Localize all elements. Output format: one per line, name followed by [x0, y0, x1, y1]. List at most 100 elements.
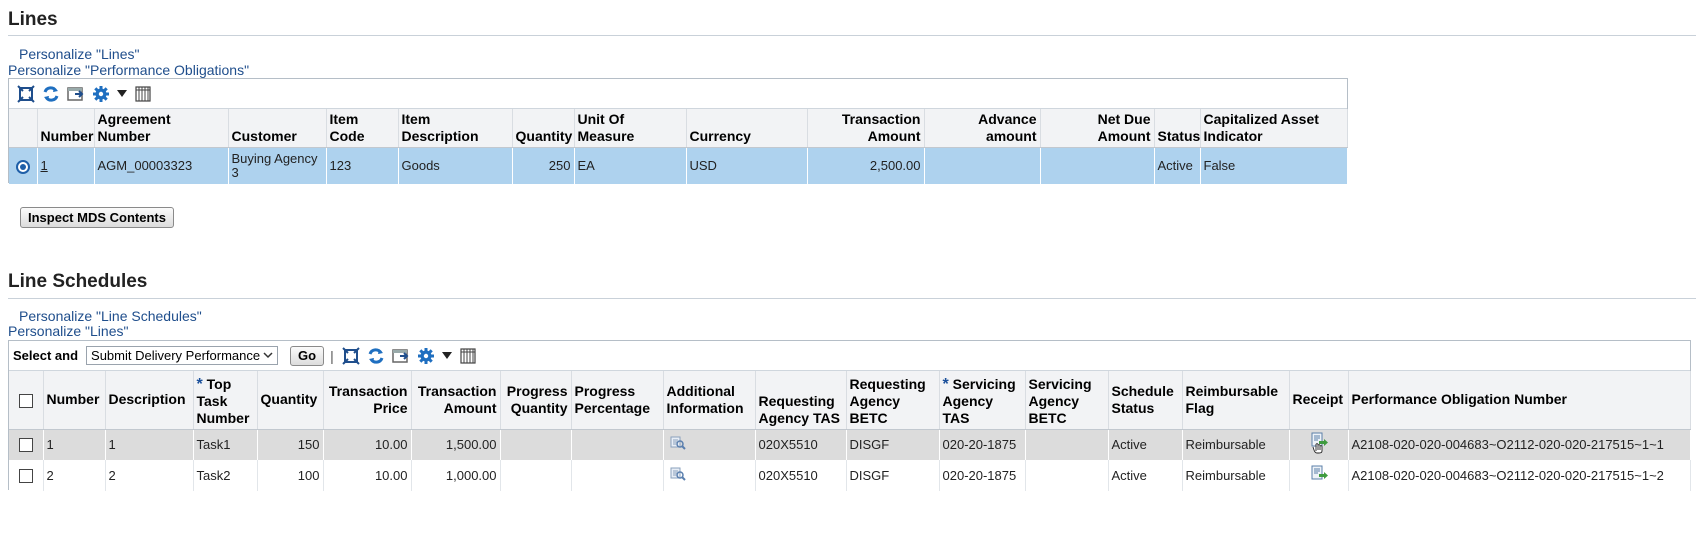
row-checkbox-cell[interactable] [9, 460, 44, 491]
select-all-checkbox[interactable] [18, 393, 33, 408]
line-schedules-header-row: Number Description * Top Task Number Qua… [9, 371, 1691, 430]
servicing-agency-betc [1025, 429, 1109, 460]
inspect-mds-contents-button[interactable]: Inspect MDS Contents [20, 207, 174, 228]
schedules-header-performance-obligation-number[interactable]: Performance Obligation Number [1348, 371, 1691, 430]
detach-icon[interactable] [15, 83, 37, 105]
settings-gear-icon[interactable] [415, 345, 437, 367]
row-select-radio[interactable] [9, 147, 38, 184]
lines-table: Number Agreement Number Customer Item Co… [9, 109, 1348, 184]
progress-percentage[interactable] [571, 460, 664, 491]
settings-gear-icon[interactable] [90, 83, 112, 105]
schedule-number: 1 [43, 429, 106, 460]
select-all-checkbox-header[interactable] [9, 371, 44, 430]
schedules-header-receipt[interactable]: Receipt [1289, 371, 1349, 430]
lines-header-item-description[interactable]: Item Description [398, 109, 513, 148]
table-row[interactable]: 1 1 Task1 150 10.00 1,500.00 020X5510 DI… [9, 429, 1691, 460]
lines-header-status[interactable]: Status [1154, 109, 1201, 148]
lines-header-advance-amount[interactable]: Advance amount [924, 109, 1041, 148]
currency: USD [686, 147, 808, 184]
schedules-header-progress-quantity[interactable]: Progress Quantity [500, 371, 572, 430]
schedules-header-servicing-agency-tas[interactable]: * Servicing Agency TAS [939, 371, 1026, 430]
row-checkbox-cell[interactable] [9, 429, 44, 460]
column-freeze-icon[interactable] [457, 345, 479, 367]
row-checkbox[interactable] [18, 438, 33, 453]
schedule-number: 2 [43, 460, 106, 491]
schedules-header-servicing-agency-betc[interactable]: Servicing Agency BETC [1025, 371, 1109, 430]
lines-table-header-row: Number Agreement Number Customer Item Co… [9, 109, 1348, 148]
reimbursable-flag: Reimbursable [1182, 460, 1290, 491]
schedules-header-top-task-number[interactable]: * Top Task Number [193, 371, 258, 430]
lines-header-customer[interactable]: Customer [228, 109, 327, 148]
progress-percentage[interactable] [571, 429, 664, 460]
schedule-status: Active [1108, 460, 1183, 491]
schedules-header-progress-percentage[interactable]: Progress Percentage [571, 371, 664, 430]
personalize-lines-link[interactable]: Personalize "Lines" [19, 46, 140, 62]
table-row[interactable]: 2 2 Task2 100 10.00 1,000.00 020X5510 DI… [9, 460, 1691, 491]
additional-info-search-icon[interactable] [670, 436, 686, 454]
schedules-header-number[interactable]: Number [43, 371, 106, 430]
column-freeze-icon[interactable] [132, 83, 154, 105]
lines-section-title: Lines [8, 9, 58, 30]
select-and-label: Select and [13, 348, 79, 363]
reimbursable-flag: Reimbursable [1182, 429, 1290, 460]
lines-header-transaction-amount[interactable]: Transaction Amount [807, 109, 925, 148]
schedules-header-transaction-amount[interactable]: Transaction Amount [411, 371, 501, 430]
personalize-lines-link-2[interactable]: Personalize "Lines" [8, 323, 129, 339]
lines-header-quantity[interactable]: Quantity [512, 109, 575, 148]
transaction-amount: 1,500.00 [411, 429, 501, 460]
refresh-icon[interactable] [365, 345, 387, 367]
performance-obligation-number: A2108-020-020-004683~O2112-020-020-21751… [1348, 460, 1691, 491]
schedules-header-requesting-agency-betc[interactable]: Requesting Agency BETC [846, 371, 940, 430]
schedule-quantity: 150 [257, 429, 324, 460]
schedules-header-transaction-price[interactable]: Transaction Price [323, 371, 412, 430]
schedules-header-schedule-status[interactable]: Schedule Status [1108, 371, 1183, 430]
receipt-cell[interactable] [1289, 429, 1349, 460]
line-schedules-table: Number Description * Top Task Number Qua… [9, 371, 1691, 491]
schedules-header-quantity[interactable]: Quantity [257, 371, 324, 430]
receipt-icon[interactable] [1309, 465, 1329, 487]
schedules-header-reimbursable-flag[interactable]: Reimbursable Flag [1182, 371, 1290, 430]
table-row[interactable]: 1 AGM_00003323 Buying Agency 3 123 Goods… [9, 147, 1348, 184]
unit-of-measure: EA [574, 147, 687, 184]
chevron-down-icon [263, 352, 273, 359]
schedules-header-additional-information[interactable]: Additional Information [663, 371, 756, 430]
go-button[interactable]: Go [290, 345, 325, 366]
export-icon[interactable] [65, 83, 87, 105]
lines-table-container: Number Agreement Number Customer Item Co… [8, 78, 1348, 184]
personalize-line-schedules-link[interactable]: Personalize "Line Schedules" [19, 308, 202, 324]
line-number[interactable]: 1 [37, 147, 95, 184]
lines-header-agreement-number[interactable]: Agreement Number [94, 109, 229, 148]
receipt-cell[interactable] [1289, 460, 1349, 491]
line-schedules-table-container: Select and Submit Delivery Performance G… [8, 340, 1691, 491]
radio-selected-icon[interactable] [15, 159, 30, 174]
lines-header-number[interactable]: Number [37, 109, 95, 148]
row-checkbox[interactable] [18, 469, 33, 484]
line-schedules-section-divider [8, 298, 1696, 299]
servicing-agency-tas-label: Servicing Agency TAS [942, 375, 1016, 426]
required-marker: * [196, 375, 203, 393]
export-icon[interactable] [390, 345, 412, 367]
additional-information-cell[interactable] [663, 460, 756, 491]
lines-header-capitalized-asset-indicator[interactable]: Capitalized Asset Indicator [1200, 109, 1348, 148]
transaction-amount: 1,000.00 [411, 460, 501, 491]
detach-icon[interactable] [340, 345, 362, 367]
progress-quantity[interactable] [500, 460, 572, 491]
additional-info-search-icon[interactable] [670, 467, 686, 485]
performance-obligation-number: A2108-020-020-004683~O2112-020-020-21751… [1348, 429, 1691, 460]
personalize-performance-obligations-link[interactable]: Personalize "Performance Obligations" [8, 62, 250, 78]
lines-header-unit-of-measure[interactable]: Unit Of Measure [574, 109, 687, 148]
lines-header-net-due-amount[interactable]: Net Due Amount [1040, 109, 1155, 148]
progress-quantity[interactable] [500, 429, 572, 460]
lines-header-item-code[interactable]: Item Code [326, 109, 399, 148]
action-select[interactable]: Submit Delivery Performance [86, 346, 279, 365]
item-code: 123 [326, 147, 399, 184]
additional-information-cell[interactable] [663, 429, 756, 460]
schedules-header-requesting-agency-tas[interactable]: Requesting Agency TAS [755, 371, 847, 430]
schedules-header-description[interactable]: Description [105, 371, 194, 430]
dropdown-arrow-icon[interactable] [115, 83, 129, 105]
receipt-icon[interactable] [1309, 432, 1329, 458]
refresh-icon[interactable] [40, 83, 62, 105]
top-task-number: Task2 [193, 460, 258, 491]
lines-header-currency[interactable]: Currency [686, 109, 808, 148]
dropdown-arrow-icon[interactable] [440, 345, 454, 367]
